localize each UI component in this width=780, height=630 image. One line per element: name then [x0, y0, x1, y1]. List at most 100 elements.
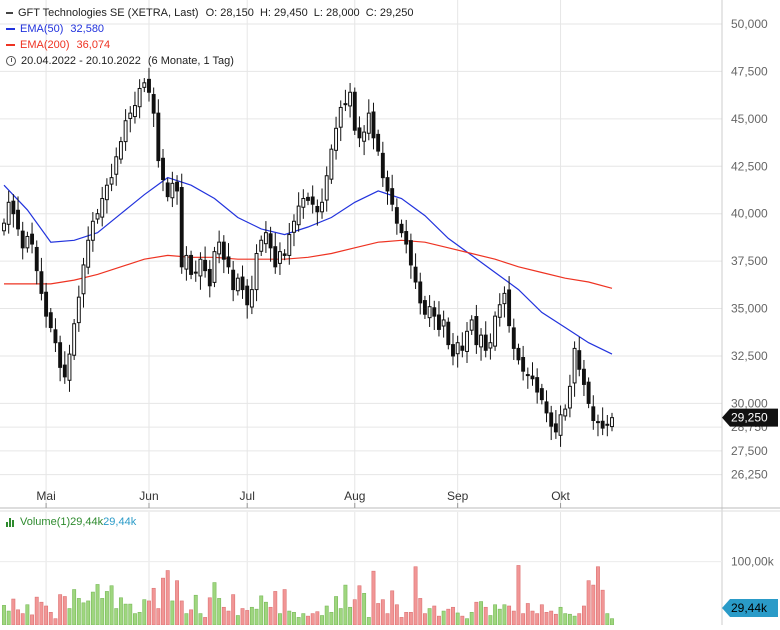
volume-bar	[53, 618, 58, 626]
dash-icon	[6, 12, 13, 14]
volume-bar	[203, 617, 208, 626]
candle-down	[62, 364, 67, 378]
candle-up	[133, 105, 137, 118]
volume-bar	[544, 612, 549, 626]
volume-bar	[497, 608, 502, 626]
candle-down	[165, 182, 170, 198]
candle-up	[502, 292, 507, 305]
volume-bar	[278, 613, 282, 626]
volume-bar	[273, 591, 278, 626]
volume-bar	[511, 610, 516, 626]
candle-up	[324, 175, 329, 201]
candle-up	[170, 182, 175, 199]
volume-bar	[287, 610, 292, 626]
candle-down	[586, 381, 591, 404]
candles	[2, 67, 614, 447]
volume-bar	[376, 603, 381, 626]
volume-bar	[310, 613, 315, 626]
candle-up	[334, 127, 339, 151]
volume-bar	[20, 613, 25, 626]
candle-down	[240, 276, 245, 291]
volume-bar	[226, 610, 231, 626]
candle-down	[352, 91, 357, 131]
candle-down	[268, 233, 273, 249]
chart-legend: GFT Technologies SE (XETRA, Last) O: 28,…	[6, 5, 414, 69]
candle-up	[72, 323, 77, 356]
candle-up	[217, 241, 222, 255]
volume-bar	[558, 606, 563, 626]
volume-bar	[48, 612, 53, 626]
volume-bar	[394, 604, 399, 626]
candle-down	[408, 240, 413, 266]
candle-up	[338, 106, 343, 128]
candle-down	[404, 231, 409, 245]
y-tick-label: 37,500	[731, 254, 768, 268]
x-tick-label: Jul	[240, 489, 255, 503]
candle-up	[2, 222, 6, 232]
candle-down	[315, 205, 320, 213]
candle-down	[460, 345, 465, 351]
candle-up	[81, 264, 86, 295]
volume-bar	[109, 585, 114, 626]
volume-bar	[254, 608, 259, 626]
candle-up	[263, 232, 268, 245]
ema200-line	[4, 239, 613, 289]
volume-bar	[245, 610, 250, 626]
candle-up	[67, 353, 72, 381]
volume-bar	[582, 605, 586, 626]
volume-bar	[348, 606, 353, 626]
candle-up	[455, 342, 460, 355]
volume-bar	[114, 608, 119, 626]
candle-up	[301, 198, 306, 208]
candle-down	[11, 200, 16, 215]
volume-bar	[385, 613, 390, 626]
ema50-line	[3, 176, 613, 355]
candle-up	[567, 385, 572, 409]
volume-bar	[399, 617, 404, 626]
candle-up	[362, 131, 367, 142]
volume-bar	[123, 603, 128, 626]
candle-up	[142, 82, 147, 88]
candle-up	[469, 319, 474, 331]
x-tick-label: Aug	[344, 489, 365, 503]
y-tick-label: 26,250	[731, 468, 768, 482]
candle-up	[343, 103, 348, 106]
volume-bar	[198, 613, 203, 626]
volume-bar	[90, 591, 95, 626]
candle-up	[100, 198, 105, 218]
volume-bar	[539, 604, 544, 626]
candle-down	[507, 289, 512, 327]
volume-bar	[72, 589, 77, 626]
volume-bars	[2, 565, 614, 626]
candle-down	[226, 256, 231, 268]
volume-bar	[577, 613, 582, 626]
volume-bar	[591, 584, 596, 626]
y-tick-label: 40,000	[731, 207, 768, 221]
candle-down	[535, 377, 540, 393]
volume-bar	[170, 600, 175, 626]
volume-bar	[142, 599, 147, 626]
ema200-label: EMA(200)	[20, 39, 70, 51]
candle-up	[118, 141, 123, 160]
volume-bar	[479, 601, 483, 626]
clock-icon	[6, 56, 16, 66]
volume-label: Volume(1)	[20, 516, 71, 528]
volume-bar	[516, 565, 521, 626]
candle-down	[48, 312, 53, 329]
candle-up	[320, 201, 324, 213]
volume-bar	[104, 591, 109, 626]
volume-bar	[507, 605, 512, 626]
candle-down	[521, 357, 526, 372]
volume-bar	[189, 609, 194, 626]
ema50-label: EMA(50)	[20, 23, 64, 35]
candle-up	[465, 330, 469, 352]
candle-down	[483, 334, 488, 351]
volume-bar	[408, 612, 413, 626]
candle-up	[198, 258, 203, 277]
volume-tag-shape	[722, 599, 778, 617]
candle-down	[553, 423, 558, 433]
ohlc-values: O: 28,150 H: 29,450 L: 28,000 C: 29,250	[205, 7, 414, 19]
candle-down	[394, 207, 399, 224]
y-tick-label: 27,500	[731, 444, 768, 458]
range-row: 20.04.2022 - 20.10.2022 (6 Monate, 1 Tag…	[6, 53, 414, 69]
